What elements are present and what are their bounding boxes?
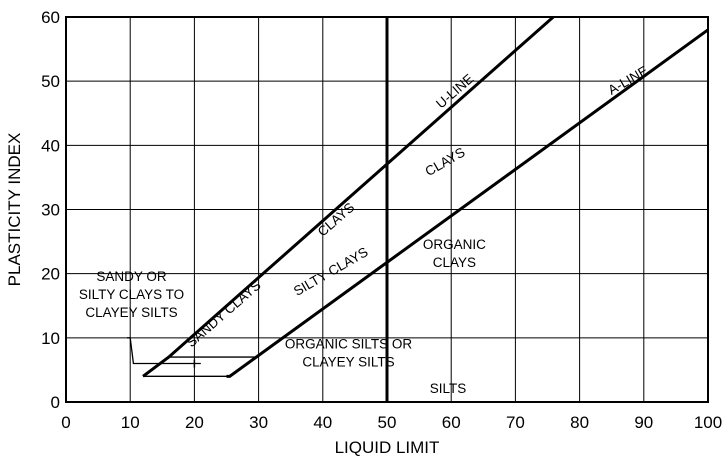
region-label: SANDY CLAYS [183, 278, 263, 351]
x-tick-label: 40 [313, 413, 332, 432]
region-label: SILTY CLAYS [291, 244, 371, 299]
y-tick-label: 20 [41, 265, 60, 284]
x-tick-label: 50 [378, 413, 397, 432]
y-tick-label: 10 [41, 329, 60, 348]
x-axis-label: LIQUID LIMIT [335, 438, 440, 457]
region-label-line: CLAYS [315, 200, 358, 240]
region-label-line: ORGANIC SILTS OR [285, 337, 413, 352]
region-label: SILTS [430, 381, 467, 396]
region-label-line: CLAYEY SILTS [85, 305, 177, 320]
region-label-line: ORGANIC [423, 237, 486, 252]
region-label: CLAYS [423, 144, 468, 179]
x-tick-label: 90 [634, 413, 653, 432]
region-label-line: CLAYS [433, 255, 476, 270]
annotation-lines [126, 337, 256, 377]
region-label-line: SANDY CLAYS [183, 278, 263, 351]
region-label: ORGANIC SILTS OR CLAYEY SILTS [285, 337, 413, 370]
y-tick-label: 50 [41, 72, 60, 91]
region-label-line: SILTY CLAYS [291, 244, 371, 299]
region-label-line: CLAYEY SILTS [302, 355, 394, 370]
x-tick-label: 0 [61, 413, 70, 432]
x-tick-label: 10 [121, 413, 140, 432]
annotation-line-1 [126, 337, 201, 365]
tick-labels: 0 10 20 30 40 50 60 70 80 90 100 0 10 20 30 40 50 60 [41, 8, 722, 432]
a-line-series [226, 28, 709, 378]
region-label: SANDY OR SILTY CLAYS TO CLAYEY SILTS [79, 269, 184, 320]
x-tick-label: 60 [442, 413, 461, 432]
region-label-line: SILTS [430, 381, 467, 396]
y-tick-label: 40 [41, 136, 60, 155]
region-label-line: SANDY OR [96, 269, 167, 284]
region-labels: SANDY OR SILTY CLAYS TO CLAYEY SILTS SANDY … [79, 63, 651, 396]
y-tick-label: 0 [51, 393, 60, 412]
x-tick-label: 30 [249, 413, 268, 432]
region-label-line: SILTY CLAYS TO [79, 287, 184, 302]
x-tick-label: 80 [570, 413, 589, 432]
region-label: CLAYS [315, 200, 358, 240]
y-tick-label: 30 [41, 201, 60, 220]
region-label: ORGANIC CLAYS [423, 237, 486, 270]
x-tick-label: 70 [506, 413, 525, 432]
y-tick-label: 60 [41, 8, 60, 27]
region-label-line: CLAYS [423, 144, 468, 179]
x-tick-label: 100 [694, 413, 722, 432]
plot-frame [65, 16, 709, 403]
y-axis-label: PLASTICITY INDEX [5, 133, 24, 287]
x-tick-label: 20 [185, 413, 204, 432]
